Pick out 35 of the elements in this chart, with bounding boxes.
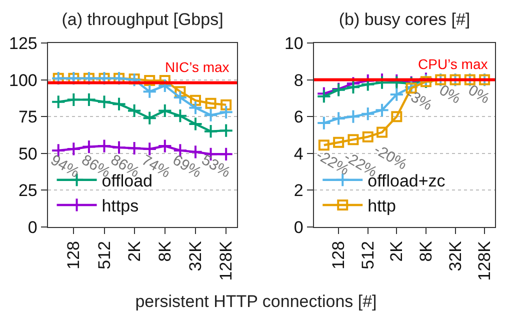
x-tick-label: 128 [64, 241, 84, 270]
chart-title: (b) busy cores [#] [338, 10, 470, 29]
annotation: 0% [465, 82, 492, 108]
ref-line-label: CPU’s max [418, 56, 488, 72]
x-tick-label: 512 [94, 241, 114, 270]
ref-line-label: NIC’s max [165, 59, 230, 75]
y-tick-label: 0 [28, 218, 38, 237]
annotation: 0% [436, 82, 464, 108]
y-tick-label: 10 [284, 34, 304, 53]
y-tick-label: 4 [294, 144, 304, 164]
y-tick-label: 0 [294, 218, 304, 237]
x-tick-label: 2K [387, 240, 406, 262]
annotation: 94% [48, 152, 82, 182]
x-tick-label: 128K [216, 240, 236, 281]
annotation: -3% [403, 86, 435, 114]
y-tick-label: 125 [9, 34, 38, 53]
x-tick-label: 32K [186, 240, 206, 272]
y-tick-label: 25 [18, 181, 38, 200]
x-tick-label: 2K [124, 240, 144, 262]
y-tick-label: 50 [18, 144, 38, 164]
x-tick-label: 8K [155, 240, 174, 262]
x-tick-label: 128K [475, 240, 494, 281]
y-tick-label: 6 [294, 108, 304, 127]
legend-label: https [102, 196, 139, 216]
x-tick-label: 128 [329, 241, 348, 270]
legend-label: http [368, 196, 396, 216]
x-axis-title: persistent HTTP connections [#] [134, 292, 378, 312]
y-tick-label: 8 [294, 70, 304, 90]
x-tick-label: 8K [416, 240, 436, 262]
chart-title: (a) throughput [Gbps] [62, 10, 224, 29]
y-tick-label: 100 [9, 70, 38, 90]
x-tick-label: 32K [446, 240, 465, 272]
y-tick-label: 2 [294, 181, 304, 200]
x-tick-label: 512 [358, 241, 378, 270]
y-tick-label: 75 [18, 108, 38, 127]
